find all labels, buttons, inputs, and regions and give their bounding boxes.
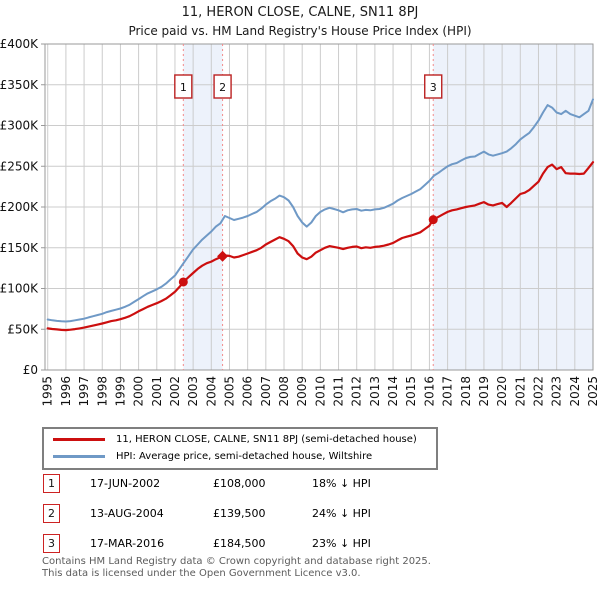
x-axis-label: 1995: [41, 376, 55, 407]
x-axis-label: 2012: [350, 376, 364, 407]
y-axis-label: £350K: [0, 78, 39, 92]
sale-number-box: [213, 74, 232, 99]
license-footer: Contains HM Land Registry data © Crown c…: [42, 556, 431, 579]
x-axis-label: 2005: [222, 376, 236, 407]
hpi-line: [46, 98, 594, 323]
y-axis-label: £300K: [0, 119, 39, 133]
y-axis-label: £50K: [7, 322, 39, 336]
sale-number-label: 1: [180, 81, 187, 94]
y-axis-label: £150K: [0, 241, 39, 255]
x-axis-label: 2018: [459, 376, 473, 407]
x-axis-label: 2009: [295, 376, 309, 407]
transaction-row: 1 17-JUN-2002 £108,000 18% ↓ HPI: [0, 474, 600, 494]
transaction-row: 2 13-AUG-2004 £139,500 24% ↓ HPI: [0, 504, 600, 524]
chart-legend: 11, HERON CLOSE, CALNE, SN11 8PJ (semi-d…: [42, 427, 438, 470]
transaction-price: £108,000: [213, 477, 266, 490]
page-title: 11, HERON CLOSE, CALNE, SN11 8PJ: [181, 5, 419, 20]
legend-label: 11, HERON CLOSE, CALNE, SN11 8PJ (semi-d…: [116, 434, 417, 445]
sale-marker: [428, 215, 438, 225]
y-axis-label: £400K: [0, 38, 39, 51]
sale-number-box: [174, 74, 193, 99]
y-axis-label: £250K: [0, 159, 39, 173]
x-axis-label: 2003: [186, 376, 200, 407]
x-axis-label: 2004: [204, 376, 218, 407]
transaction-date: 13-AUG-2004: [90, 507, 164, 520]
x-axis-label: 2013: [368, 376, 382, 407]
legend-item-property: 11, HERON CLOSE, CALNE, SN11 8PJ (semi-d…: [44, 431, 436, 448]
transaction-vs-hpi: 23% ↓ HPI: [312, 537, 371, 550]
legend-item-hpi: HPI: Average price, semi-detached house,…: [44, 448, 436, 465]
transaction-vs-hpi: 24% ↓ HPI: [312, 507, 371, 520]
y-axis-label: £0: [23, 363, 38, 377]
footer-line1: Contains HM Land Registry data © Crown c…: [42, 556, 431, 567]
page-subtitle: Price paid vs. HM Land Registry's House …: [128, 24, 472, 38]
x-axis-label: 2001: [150, 376, 164, 407]
legend-label: HPI: Average price, semi-detached house,…: [116, 451, 373, 462]
x-axis-label: 2006: [241, 376, 255, 407]
transaction-price: £184,500: [213, 537, 266, 550]
x-axis-label: 2015: [404, 376, 418, 407]
transaction-number-badge: 3: [43, 534, 60, 553]
x-axis-label: 2024: [568, 376, 582, 407]
sale-number-box: [424, 74, 443, 99]
y-axis-label: £100K: [0, 282, 39, 296]
x-axis-label: 2016: [422, 376, 436, 407]
y-axis-label: £200K: [0, 200, 39, 214]
sale-number-label: 2: [219, 81, 226, 94]
x-axis-label: 2014: [386, 376, 400, 407]
property-line: [46, 161, 595, 332]
x-axis-label: 1997: [77, 376, 91, 407]
x-axis-label: 2017: [441, 376, 455, 407]
x-axis-label: 1998: [95, 376, 109, 407]
x-axis-label: 2022: [531, 376, 545, 407]
x-axis-label: 2019: [477, 376, 491, 407]
sale-number-label: 3: [430, 81, 437, 94]
transaction-number-badge: 2: [43, 504, 60, 523]
x-axis-label: 2002: [168, 376, 182, 407]
x-axis-label: 2007: [259, 376, 273, 407]
transaction-price: £139,500: [213, 507, 266, 520]
hpi-line-swatch: [53, 455, 105, 458]
x-axis-label: 2011: [332, 376, 346, 407]
sale-marker: [178, 277, 188, 287]
x-axis-label: 1996: [59, 376, 73, 407]
x-axis-label: 2000: [132, 376, 146, 407]
x-axis-label: 1999: [113, 376, 127, 407]
transaction-date: 17-MAR-2016: [90, 537, 165, 550]
property-line-swatch: [53, 437, 105, 442]
x-axis-label: 2010: [313, 376, 327, 407]
x-axis-label: 2020: [495, 376, 509, 407]
x-axis-label: 2023: [550, 376, 564, 407]
transaction-number-badge: 1: [43, 474, 60, 493]
x-axis-label: 2008: [277, 376, 291, 407]
x-axis-label: 2021: [513, 376, 527, 407]
transaction-row: 3 17-MAR-2016 £184,500 23% ↓ HPI: [0, 534, 600, 554]
transaction-date: 17-JUN-2002: [90, 477, 161, 490]
price-chart: £0 £50K £100K £150K £200K £250K £300K £350K £400…: [0, 38, 600, 407]
x-axis-label: 2025: [586, 376, 600, 407]
sale-marker: [217, 250, 229, 262]
footer-line2: This data is licensed under the Open Gov…: [42, 567, 361, 579]
transaction-vs-hpi: 18% ↓ HPI: [312, 477, 371, 490]
